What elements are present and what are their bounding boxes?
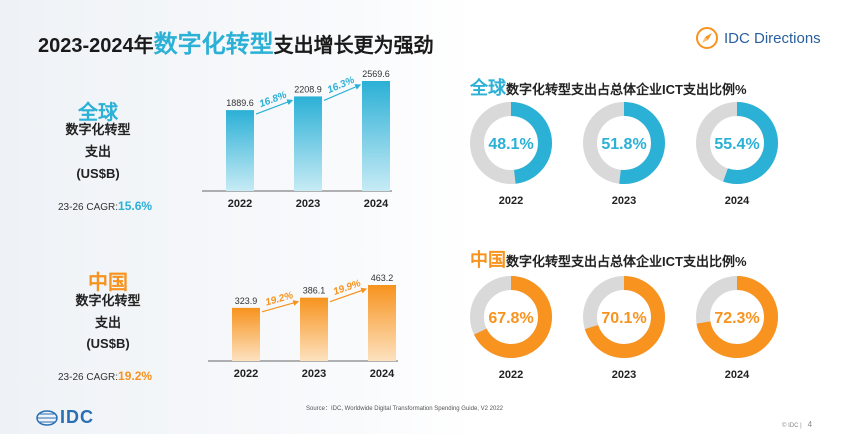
global-bar bbox=[226, 110, 254, 191]
china-donut-title-region: 中国 bbox=[470, 250, 506, 270]
page-footer: © IDC | 4 bbox=[782, 420, 812, 429]
china-cagr-label: 23-26 CAGR: bbox=[58, 372, 119, 383]
global-cagr-label: 23-26 CAGR: bbox=[58, 202, 119, 213]
global-metric-line3: (US$B) bbox=[76, 166, 120, 181]
china-growth-arrow bbox=[261, 300, 300, 313]
china-category-label: 2022 bbox=[234, 368, 258, 380]
title-prefix: 2023-2024年 bbox=[38, 35, 154, 57]
global-region-label: 全球 bbox=[78, 102, 118, 124]
global-value-label: 2569.6 bbox=[362, 69, 390, 79]
china-cagr: 23-26 CAGR:19.2% bbox=[58, 369, 152, 383]
china-cagr-value: 19.2% bbox=[118, 369, 153, 383]
global-metric-line2: 支出 bbox=[84, 144, 111, 159]
global-donut-value: 51.8% bbox=[601, 136, 646, 153]
global-growth-arrow bbox=[323, 84, 362, 101]
copyright: © IDC | bbox=[782, 423, 802, 429]
idc-footer-logo: IDC bbox=[36, 407, 94, 428]
logo-text: IDC Directions bbox=[724, 29, 821, 47]
global-category-label: 2024 bbox=[364, 198, 389, 210]
china-metric-line3: (US$B) bbox=[86, 336, 130, 351]
global-donut-slice bbox=[696, 102, 778, 184]
china-bar bbox=[300, 297, 328, 361]
page-number: 4 bbox=[807, 420, 813, 429]
china-metric-line1: 数字化转型 bbox=[75, 293, 141, 308]
global-donut-year: 2022 bbox=[499, 195, 523, 207]
global-donut-slice bbox=[470, 102, 552, 184]
global-donut-year: 2023 bbox=[612, 195, 636, 207]
china-bar bbox=[232, 307, 260, 361]
global-growth-arrow bbox=[255, 99, 294, 115]
china-bar bbox=[368, 285, 396, 361]
china-donut-slice bbox=[583, 276, 665, 358]
china-donut-slice bbox=[696, 276, 778, 358]
global-bar bbox=[294, 96, 322, 191]
global-metric-line1: 数字化转型 bbox=[65, 122, 131, 137]
china-donut-value: 70.1% bbox=[601, 310, 646, 327]
china-growth-label: 19.2% bbox=[264, 290, 294, 308]
idc-footer-text: IDC bbox=[60, 407, 94, 427]
global-donut-title-region: 全球 bbox=[470, 78, 506, 98]
source-note: Source：IDC, Worldwide Digital Transforma… bbox=[306, 406, 503, 412]
china-category-label: 2023 bbox=[302, 368, 326, 380]
global-donut-value: 48.1% bbox=[488, 136, 533, 153]
compass-icon bbox=[696, 27, 718, 49]
china-growth-arrow bbox=[329, 287, 368, 303]
china-region-label: 中国 bbox=[88, 272, 128, 294]
global-donut-title: 全球数字化转型支出占总体企业ICT支出比例% bbox=[470, 74, 747, 100]
china-donut-value: 67.8% bbox=[488, 310, 533, 327]
title-suffix: 支出增长更为强劲 bbox=[273, 35, 434, 57]
china-value-label: 323.9 bbox=[235, 296, 258, 306]
global-donut-slice bbox=[583, 102, 665, 184]
china-value-label: 463.2 bbox=[371, 273, 394, 283]
china-donut-year: 2024 bbox=[725, 369, 750, 381]
global-cagr: 23-26 CAGR:15.6% bbox=[58, 199, 152, 213]
china-donut-year: 2022 bbox=[499, 369, 523, 381]
china-donut-value: 72.3% bbox=[714, 310, 759, 327]
global-value-label: 2208.9 bbox=[294, 84, 322, 94]
global-bar bbox=[362, 81, 390, 191]
china-category-label: 2024 bbox=[370, 368, 395, 380]
china-value-label: 386.1 bbox=[303, 286, 326, 296]
global-value-label: 1889.6 bbox=[226, 98, 254, 108]
china-donut-year: 2023 bbox=[612, 369, 636, 381]
global-donut-year: 2024 bbox=[725, 195, 750, 207]
global-category-label: 2022 bbox=[228, 198, 252, 210]
china-donut-slice bbox=[470, 276, 552, 358]
global-category-label: 2023 bbox=[296, 198, 320, 210]
global-donut-title-rest: 数字化转型支出占总体企业ICT支出比例% bbox=[506, 82, 747, 97]
china-metric-line2: 支出 bbox=[94, 315, 121, 330]
china-donut-title-rest: 数字化转型支出占总体企业ICT支出比例% bbox=[506, 254, 747, 269]
global-cagr-value: 15.6% bbox=[118, 199, 153, 213]
china-growth-label: 19.9% bbox=[332, 278, 362, 298]
slide-title: 2023-2024年数字化转型支出增长更为强劲 bbox=[38, 24, 434, 59]
title-highlight: 数字化转型 bbox=[153, 31, 274, 58]
idc-globe-icon bbox=[36, 409, 58, 426]
idc-directions-logo: IDC Directions bbox=[696, 26, 821, 50]
global-donut-value: 55.4% bbox=[714, 136, 759, 153]
china-donut-title: 中国数字化转型支出占总体企业ICT支出比例% bbox=[470, 246, 747, 272]
